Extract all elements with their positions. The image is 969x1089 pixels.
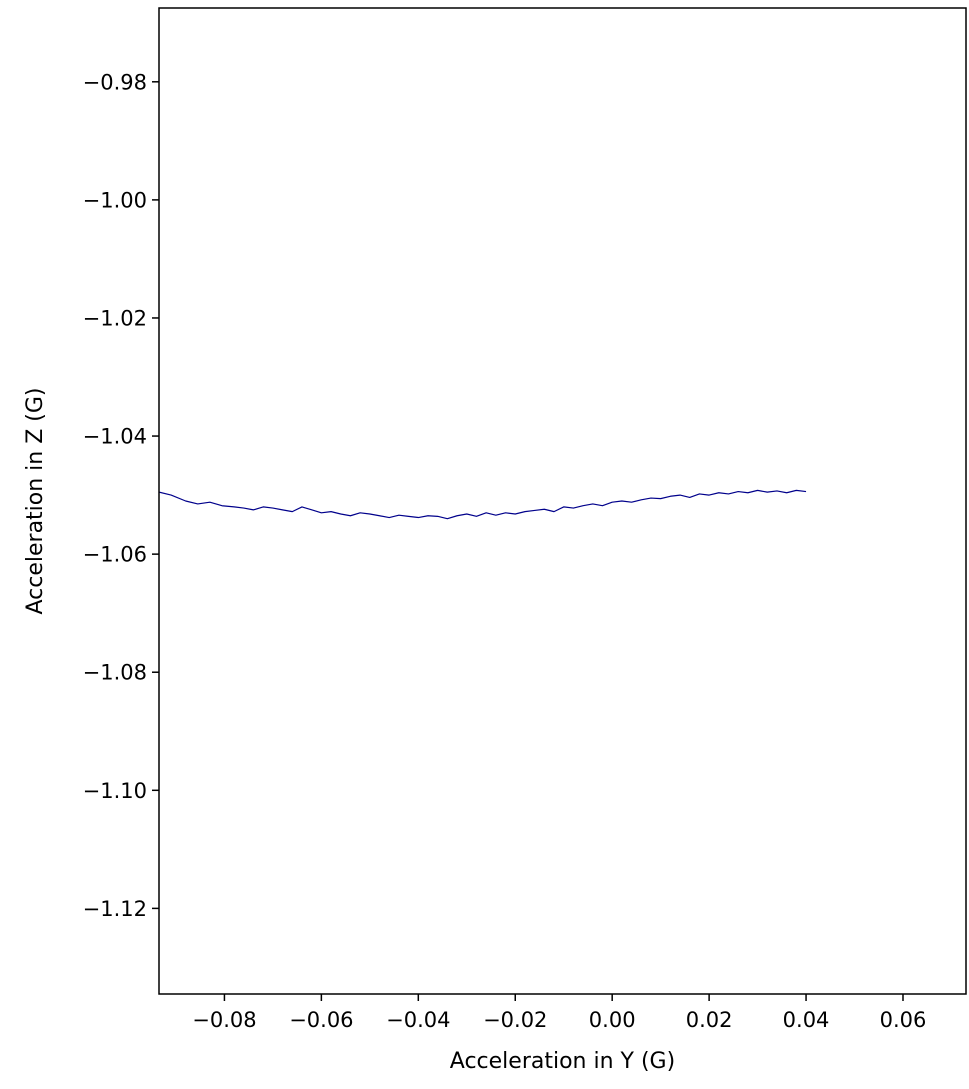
y-axis: −0.98 −1.00 −1.02 −1.04 −1.06 −1.08 −1.10 −1.12 bbox=[83, 70, 159, 921]
x-tick-label: −0.08 bbox=[192, 1008, 256, 1032]
x-tick-label: −0.06 bbox=[289, 1008, 353, 1032]
y-tick-label: −0.98 bbox=[83, 70, 147, 94]
x-tick-label: 0.06 bbox=[880, 1008, 927, 1032]
x-axis: −0.08 −0.06 −0.04 −0.02 0.00 0.02 0.04 0.06 bbox=[192, 994, 926, 1032]
x-tick-label: −0.04 bbox=[386, 1008, 450, 1032]
y-tick-label: −1.06 bbox=[83, 543, 147, 567]
x-tick-label: 0.00 bbox=[589, 1008, 636, 1032]
plot-area bbox=[159, 489, 807, 520]
y-tick-label: −1.12 bbox=[83, 897, 147, 921]
y-axis-label: Acceleration in Z (G) bbox=[23, 387, 48, 614]
y-tick-label: −1.10 bbox=[83, 779, 147, 803]
x-axis-label: Acceleration in Y (G) bbox=[450, 1049, 675, 1074]
y-tick-label: −1.04 bbox=[83, 425, 147, 449]
y-tick-label: −1.00 bbox=[83, 188, 147, 212]
x-tick-label: −0.02 bbox=[483, 1008, 547, 1032]
y-tick-label: −1.02 bbox=[83, 306, 147, 330]
y-tick-label: −1.08 bbox=[83, 661, 147, 685]
x-tick-label: 0.02 bbox=[686, 1008, 733, 1032]
x-tick-label: 0.04 bbox=[783, 1008, 830, 1032]
series-line-0 bbox=[159, 489, 807, 520]
axes-frame bbox=[158, 7, 967, 995]
